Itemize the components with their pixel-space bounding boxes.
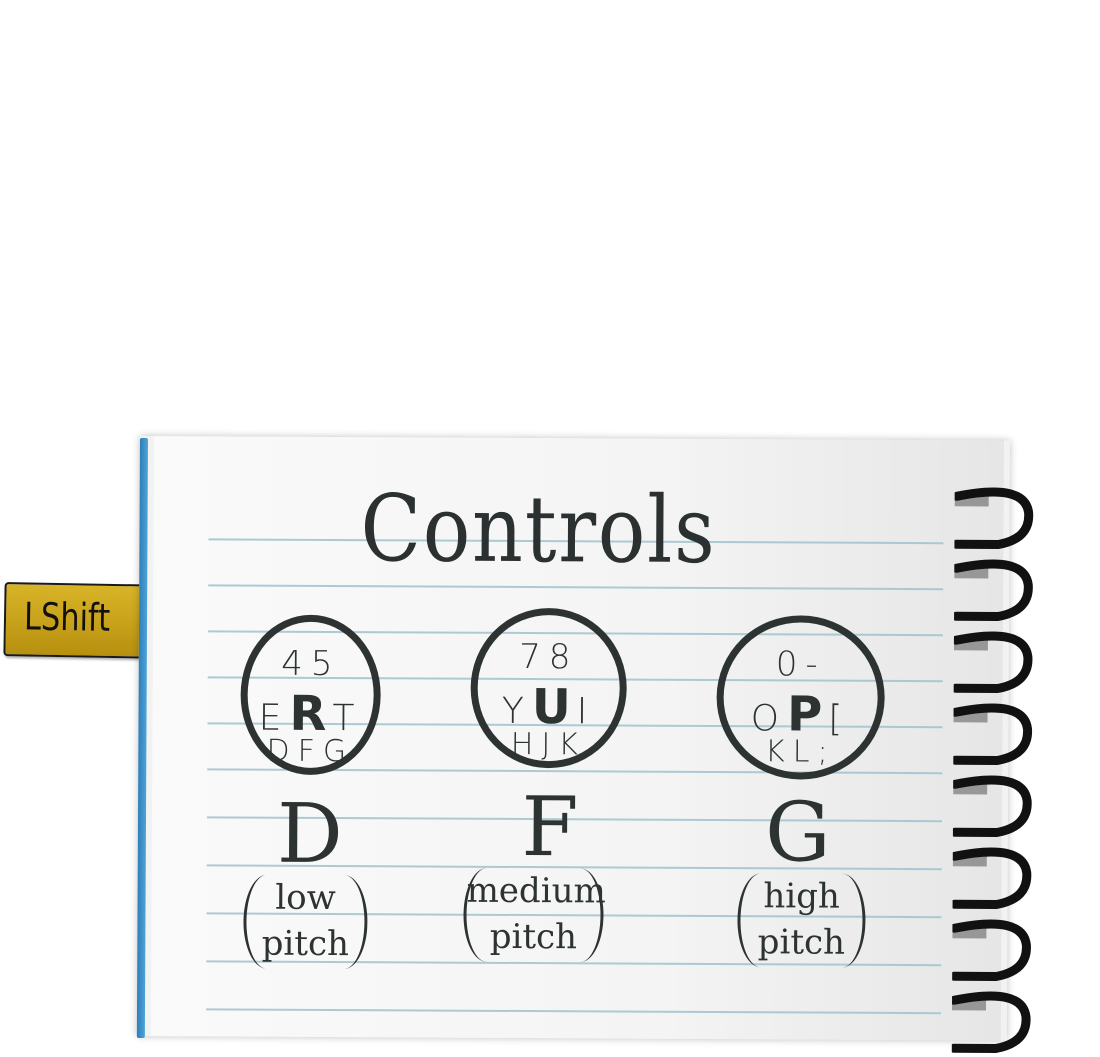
- spiral-coil-icon: [953, 703, 1032, 765]
- key-row-bottom: HJK: [510, 726, 587, 763]
- spiral-coil-icon: [953, 631, 1033, 693]
- pitch-desc-word: pitch: [757, 922, 846, 963]
- key-circle-medium: 78 YUI HJK: [470, 607, 628, 769]
- key-label: E: [258, 697, 290, 739]
- spiral-coil-icon: [952, 847, 1032, 909]
- pitch-desc-word: medium: [466, 870, 606, 912]
- key-row-bottom: KL;: [765, 734, 836, 770]
- pitch-desc-medium: medium pitch: [463, 867, 606, 963]
- pitch-desc-word: low: [275, 877, 336, 919]
- key-label: O: [750, 698, 788, 740]
- spiral-coil-icon: [951, 991, 1031, 1053]
- key-circle-high: 0- OP[ KL;: [716, 615, 886, 780]
- notebook-page: Controls 45 ERT DFG D low pitch 78 YUI H…: [150, 436, 1004, 1041]
- lshift-tab-label: LShift: [23, 594, 111, 640]
- page-title: Controls: [360, 475, 717, 585]
- pitch-desc-word: pitch: [489, 916, 578, 958]
- key-row-top: 78: [519, 636, 579, 678]
- spiral-coil-icon: [952, 919, 1031, 981]
- pitch-desc-low: low pitch: [243, 874, 368, 970]
- pitch-key-medium: F: [521, 780, 579, 876]
- pitch-key-low: D: [276, 786, 344, 883]
- page-rule: [208, 584, 944, 591]
- key-row-top: 45: [281, 643, 341, 685]
- key-label: I: [576, 691, 596, 733]
- pitch-key-high: G: [764, 785, 831, 881]
- pitch-desc-word: pitch: [261, 923, 350, 965]
- key-label: T: [332, 698, 363, 740]
- key-label: Y: [501, 690, 532, 733]
- key-row-top: 0-: [775, 644, 826, 685]
- pitch-desc-word: high: [763, 876, 840, 917]
- key-circle-low: 45 ERT DFG: [240, 614, 382, 776]
- key-row-bottom: DFG: [266, 733, 355, 770]
- spiral-coil-icon: [954, 487, 1034, 549]
- page-rule: [205, 1008, 941, 1015]
- controls-notebook: Controls 45 ERT DFG D low pitch 78 YUI H…: [136, 436, 1034, 1053]
- spiral-coil-icon: [954, 559, 1033, 621]
- spiral-coil-icon: [952, 775, 1032, 837]
- pitch-desc-high: high pitch: [737, 873, 866, 968]
- key-label: [: [828, 698, 851, 740]
